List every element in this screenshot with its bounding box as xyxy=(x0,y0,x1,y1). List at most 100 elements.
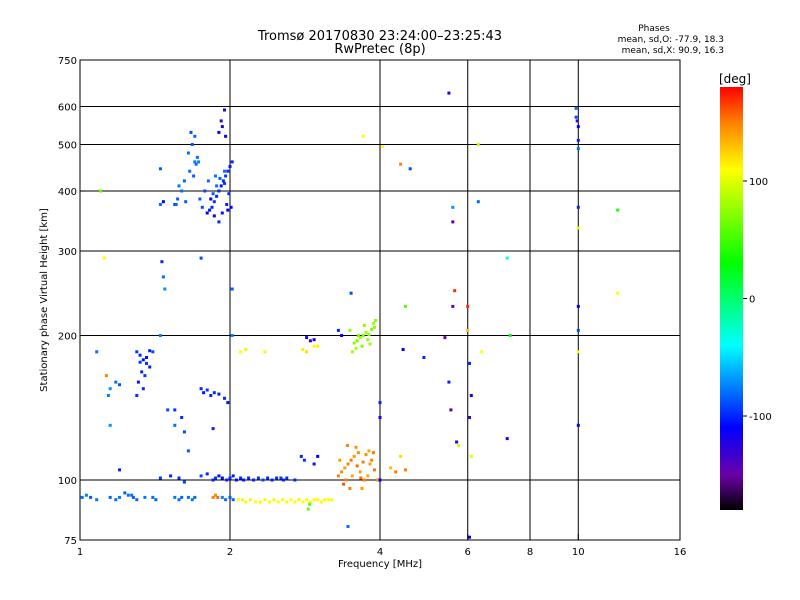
data-point xyxy=(215,184,219,188)
data-point xyxy=(361,134,365,138)
data-point xyxy=(199,387,203,391)
data-point xyxy=(344,478,348,482)
data-point xyxy=(95,350,99,354)
data-point xyxy=(220,125,224,129)
data-point xyxy=(80,495,84,499)
data-point xyxy=(135,498,139,502)
data-point xyxy=(180,189,184,193)
data-point xyxy=(84,493,88,497)
data-point xyxy=(338,458,342,462)
y-tick-label: 400 xyxy=(58,187,77,198)
data-point xyxy=(352,454,356,458)
data-point xyxy=(193,160,197,164)
data-point xyxy=(508,334,512,337)
data-point xyxy=(138,360,142,364)
data-point xyxy=(230,334,234,337)
data-point xyxy=(193,134,197,138)
data-point xyxy=(301,348,305,351)
data-point xyxy=(141,358,145,362)
data-point xyxy=(457,444,460,447)
data-point xyxy=(505,437,509,441)
data-point xyxy=(364,453,368,457)
chart-title: Tromsø 20170830 23:24:00–23:25:43 xyxy=(257,29,502,44)
grid-lines xyxy=(80,60,680,540)
data-point xyxy=(319,500,323,504)
data-point xyxy=(268,500,271,504)
data-point xyxy=(305,336,309,340)
data-point xyxy=(209,394,213,397)
data-point xyxy=(158,167,162,171)
data-point xyxy=(308,500,312,504)
data-point xyxy=(145,356,148,359)
data-point xyxy=(211,192,215,196)
data-point xyxy=(141,387,145,391)
data-point xyxy=(249,498,253,502)
data-point xyxy=(197,160,201,164)
data-point xyxy=(247,476,251,480)
data-point xyxy=(466,328,470,332)
data-point xyxy=(226,208,230,212)
data-point xyxy=(270,478,274,482)
data-point xyxy=(227,192,231,196)
data-point xyxy=(224,134,228,138)
data-point xyxy=(118,468,121,472)
data-point xyxy=(108,495,112,499)
data-point xyxy=(143,495,147,499)
colorbar: [deg] 100 0 -100 xyxy=(719,72,772,510)
colorbar-label: [deg] xyxy=(719,72,751,86)
x-tick-label: 4 xyxy=(377,547,383,558)
data-point xyxy=(366,338,370,342)
data-point xyxy=(173,408,177,412)
data-point xyxy=(148,365,152,369)
data-point xyxy=(239,476,243,480)
data-point xyxy=(177,476,181,480)
data-point xyxy=(261,478,265,482)
data-point xyxy=(189,130,193,134)
data-point xyxy=(126,493,130,497)
data-point xyxy=(161,275,165,279)
data-point xyxy=(151,495,155,499)
data-point xyxy=(336,474,340,478)
data-point xyxy=(123,491,127,495)
x-tick-label: 10 xyxy=(572,547,585,558)
data-point xyxy=(575,119,579,123)
data-point xyxy=(451,220,455,224)
data-point xyxy=(220,495,224,499)
data-point xyxy=(241,498,245,502)
data-point xyxy=(576,328,580,332)
data-point xyxy=(228,495,232,499)
data-point xyxy=(302,458,306,462)
data-point xyxy=(226,169,230,173)
data-point xyxy=(161,200,165,204)
data-point xyxy=(469,394,473,397)
colorbar-tick-label: -100 xyxy=(749,412,772,423)
data-point xyxy=(362,478,366,482)
data-point xyxy=(455,440,459,444)
data-point xyxy=(118,383,121,387)
data-point xyxy=(368,462,372,466)
data-point xyxy=(451,304,455,308)
data-point xyxy=(158,203,162,206)
data-point xyxy=(202,391,206,395)
colorbar-tick-label: 0 xyxy=(749,295,755,306)
data-point xyxy=(576,226,580,230)
data-point xyxy=(158,334,162,337)
data-point xyxy=(242,478,246,482)
data-point xyxy=(342,482,346,486)
data-point xyxy=(394,470,398,474)
data-point xyxy=(252,478,256,482)
data-point xyxy=(212,214,216,218)
data-point xyxy=(404,304,407,308)
data-point xyxy=(574,106,578,110)
phases-heading: Phases xyxy=(638,24,670,34)
data-point xyxy=(177,498,181,502)
data-point xyxy=(206,179,210,183)
data-point xyxy=(381,145,385,149)
data-point xyxy=(108,423,112,427)
data-point xyxy=(231,498,235,502)
data-point xyxy=(378,401,382,405)
data-point xyxy=(108,387,112,391)
chart-subtitle: RwPretec (8p) xyxy=(334,42,425,57)
data-point xyxy=(343,466,347,470)
data-point xyxy=(297,498,301,502)
